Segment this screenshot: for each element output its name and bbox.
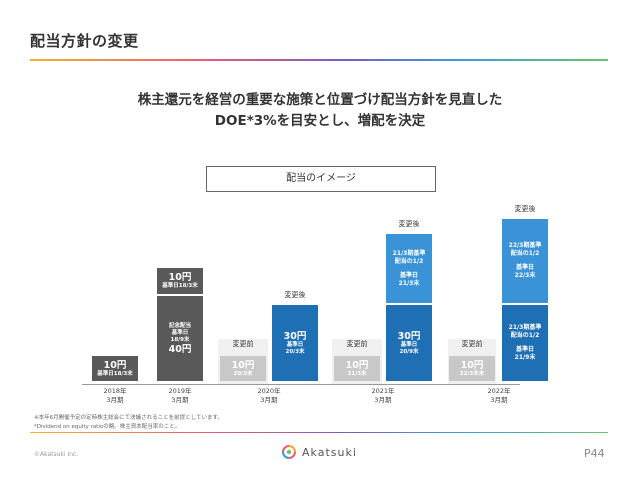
bar-2019-bottom-line2: 基準日	[171, 329, 189, 336]
bar-2022-after-bottom: 21/3期基準 配当の1/2 基準日 21/9末	[502, 305, 548, 381]
bar-2020-after-amount: 30円	[283, 330, 307, 342]
bar-2019-bottom: 記念配当 基準日 18/9末 40円	[157, 296, 203, 381]
footer-divider	[30, 432, 608, 433]
footnote-2: *Dividend on equity ratioの略。株主資本配当率のこと。	[34, 424, 181, 430]
diagram-label-box: 配当のイメージ	[206, 166, 436, 192]
change-before-label-2022: 変更前	[461, 340, 483, 348]
bar-2022-bottom-line4: 21/9末	[514, 354, 536, 361]
bar-2021-after-sub2: 20/9末	[399, 348, 419, 355]
bar-2022-before: 10円 22/3末末	[449, 356, 495, 381]
bar-2021-before-sub: 21/3末	[347, 370, 367, 377]
bar-2022-top-line4: 22/3末	[514, 272, 536, 279]
bar-2019-top-amount: 10円	[168, 272, 192, 283]
headline-line-2: DOE*3%を目安とし、増配を決定	[214, 113, 426, 129]
bar-2021-before: 10円 21/3末	[334, 356, 380, 381]
bar-2019-bottom-line3: 18/9末	[170, 336, 190, 343]
change-after-label-2021: 変更後	[398, 220, 420, 228]
bar-2022-bottom-line1: 21/3期基準	[508, 324, 542, 331]
bar-2019-top: 10円 基準日18/3末	[157, 268, 203, 294]
bar-2021-after-bottom: 30円 基準日 20/9末	[386, 305, 432, 381]
bar-2022-before-amount: 10円	[460, 359, 484, 371]
axis-baseline	[82, 384, 520, 385]
akatsuki-logo-icon	[282, 445, 296, 459]
bar-2021-after-sub1: 基準日	[400, 341, 418, 348]
axis-label-2021: 2021年 3月期	[371, 387, 395, 404]
bar-2018-sub: 基準日18/3末	[97, 370, 133, 377]
footnote-1: ※本年6月開催予定の定時株主総会にて決議されることを前提としています。	[34, 415, 223, 421]
bar-2020-before: 10円 20/3末	[220, 356, 266, 381]
logo-text: Akatsuki	[302, 445, 357, 459]
bar-2020-after-sub1: 基準日	[286, 341, 304, 348]
bar-2018-amount: 10円	[103, 359, 127, 371]
company-logo: Akatsuki	[282, 445, 357, 459]
bar-2022-top-line1: 22/3期基準	[508, 242, 542, 249]
bar-2021-after-top: 21/3期基準 配当の1/2 基準日 21/3末	[386, 234, 432, 303]
bar-2019-bottom-amount: 40円	[168, 343, 192, 355]
bar-2018: 10円 基準日18/3末	[92, 356, 138, 381]
bar-2022-after-top: 22/3期基準 配当の1/2 基準日 22/3末	[502, 219, 548, 303]
bar-2022-top-line2: 配当の1/2	[510, 250, 540, 257]
bar-2019-top-sub: 基準日18/3末	[162, 283, 198, 289]
title-divider	[30, 59, 608, 61]
bar-2021-top-line1: 21/3期基準	[392, 249, 426, 257]
change-after-label-2020: 変更後	[284, 291, 306, 299]
bar-2022-bottom-line2: 配当の1/2	[510, 332, 540, 339]
change-before-label-2021: 変更前	[346, 340, 368, 348]
bar-2022-before-sub: 22/3末末	[459, 370, 485, 377]
change-after-label-2022: 変更後	[514, 205, 536, 213]
page-title: 配当方針の変更	[30, 32, 139, 50]
bar-2022-bottom-line3: 基準日	[515, 346, 534, 353]
change-before-label-2020: 変更前	[232, 340, 254, 348]
axis-label-2018: 2018年 3月期	[103, 387, 127, 404]
page-number: P44	[584, 447, 605, 460]
axis-label-2019: 2019年 3月期	[168, 387, 192, 404]
bar-2021-after-amount: 30円	[397, 330, 421, 342]
bar-2021-top-line2: 配当の1/2	[394, 257, 424, 265]
bar-2020-after: 30円 基準日 20/3末	[272, 305, 318, 381]
axis-label-2022: 2022年 3月期	[487, 387, 511, 404]
copyright: ©Akatsuki Inc.	[34, 451, 79, 458]
bar-2021-top-line4: 21/3末	[398, 279, 420, 287]
axis-label-2020: 2020年 3月期	[257, 387, 281, 404]
bar-2020-before-amount: 10円	[231, 359, 255, 371]
bar-2021-before-amount: 10円	[345, 359, 369, 371]
bar-2020-after-sub2: 20/3末	[285, 348, 305, 355]
bar-2021-top-line3: 基準日	[399, 271, 418, 279]
bar-2022-top-line3: 基準日	[515, 264, 534, 271]
headline-line-1: 株主還元を経営の重要な施策と位置づけ配当方針を見直した	[137, 92, 503, 108]
bar-2020-before-sub: 20/3末	[233, 370, 253, 377]
bar-2019-bottom-line1: 記念配当	[168, 322, 191, 329]
